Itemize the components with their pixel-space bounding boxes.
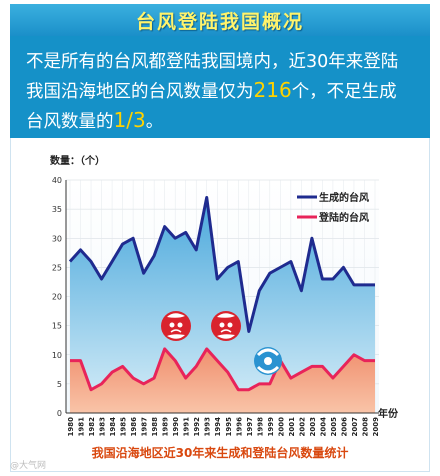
y-tick-label: 30 — [52, 234, 62, 243]
x-tick-label: 1982 — [88, 417, 96, 437]
landed-area — [70, 348, 375, 413]
x-axis-label: 年份 — [378, 407, 399, 420]
x-tick-label: 1986 — [130, 417, 138, 437]
x-tick-label: 1983 — [99, 417, 107, 437]
intro-line-3-post: 。 — [145, 112, 164, 132]
x-tick-label: 2004 — [319, 417, 327, 437]
x-tick-label: 1997 — [246, 417, 254, 437]
legend-generated-label: 生成的台风 — [319, 191, 369, 204]
x-tick-label: 1994 — [214, 417, 222, 437]
x-tick-label: 1999 — [267, 417, 275, 437]
intro-text-block: 不是所有的台风都登陆我国境内，近30年来登陆 我国沿海地区的台风数量仅为216个… — [10, 36, 430, 138]
legend: 生成的台风 登陆的台风 — [297, 191, 369, 224]
blue-typhoon-icon — [254, 347, 282, 375]
x-tick-label: 2000 — [277, 417, 285, 437]
x-tick-label: 2003 — [309, 417, 317, 437]
x-tick-label: 2001 — [288, 417, 296, 437]
legend-landed-label: 登陆的台风 — [318, 211, 369, 224]
y-tick-label: 40 — [52, 176, 62, 185]
title-banner: 台风登陆我国概况 — [10, 4, 430, 36]
chart-caption: 我国沿海地区近30年来生成和登陆台风数量统计 — [91, 446, 349, 460]
y-tick-labels: 0 5 10 15 20 25 30 35 40 — [52, 176, 62, 418]
y-tick-label: 10 — [52, 351, 62, 360]
x-tick-label: 1995 — [225, 417, 233, 437]
red-typhoon-icon — [161, 311, 191, 341]
y-tick-label: 25 — [52, 263, 62, 272]
x-tick-label: 2008 — [361, 417, 369, 437]
y-tick-label: 0 — [57, 409, 62, 418]
x-tick-label: 2007 — [351, 417, 359, 437]
generated-series-line — [68, 195, 375, 333]
watermark: @大气网 — [10, 461, 47, 471]
typhoon-chart: 0 5 10 15 20 25 30 35 40 1980 1981 1982 1983 1984 198… — [10, 140, 430, 445]
x-tick-label: 2006 — [340, 417, 348, 437]
x-tick-label: 1991 — [183, 417, 191, 437]
x-tick-label: 2005 — [330, 417, 338, 437]
x-tick-label: 1996 — [235, 417, 243, 437]
x-tick-label: 1981 — [78, 417, 86, 437]
x-tick-label: 1985 — [120, 417, 128, 437]
fraction-number: 1/3 — [113, 108, 146, 132]
x-tick-label: 1993 — [204, 417, 212, 437]
x-tick-label: 2009 — [372, 417, 380, 437]
intro-line-2: 我国沿海地区的台风数量仅为216个，不足生成 — [26, 76, 414, 106]
y-tick-label: 35 — [52, 205, 62, 214]
intro-line-1: 不是所有的台风都登陆我国境内，近30年来登陆 — [26, 52, 399, 72]
x-tick-labels: 1980 1981 1982 1983 1984 1985 1986 1987 1988 1989… — [67, 417, 380, 437]
landed-series-line — [70, 347, 375, 392]
y-tick-label: 15 — [52, 322, 62, 331]
y-axis-label: 数量：（个） — [50, 154, 105, 167]
intro-line-2-post: 个，不足生成 — [291, 82, 397, 102]
y-tick-label: 5 — [57, 380, 62, 389]
page-title: 台风登陆我国概况 — [135, 10, 304, 33]
x-tick-label: 1984 — [109, 417, 117, 437]
x-tick-label: 1987 — [141, 417, 149, 437]
x-tick-label: 1980 — [67, 417, 75, 437]
intro-line-3-pre: 台风数量的 — [26, 112, 114, 132]
y-tick-label: 20 — [52, 293, 62, 302]
x-tick-label: 2002 — [298, 417, 306, 437]
generated-area — [70, 197, 375, 413]
x-tick-label: 1998 — [256, 417, 264, 437]
x-tick-label: 1989 — [162, 417, 170, 437]
intro-line-3: 台风数量的1/3。 — [26, 106, 414, 136]
red-typhoon-icon — [211, 311, 241, 341]
x-tick-label: 1990 — [172, 417, 180, 437]
x-tick-label: 1988 — [151, 417, 159, 437]
intro-line-2-pre: 我国沿海地区的台风数量仅为 — [26, 82, 254, 102]
x-tick-label: 1992 — [193, 417, 201, 437]
landed-total-number: 216 — [253, 78, 292, 102]
